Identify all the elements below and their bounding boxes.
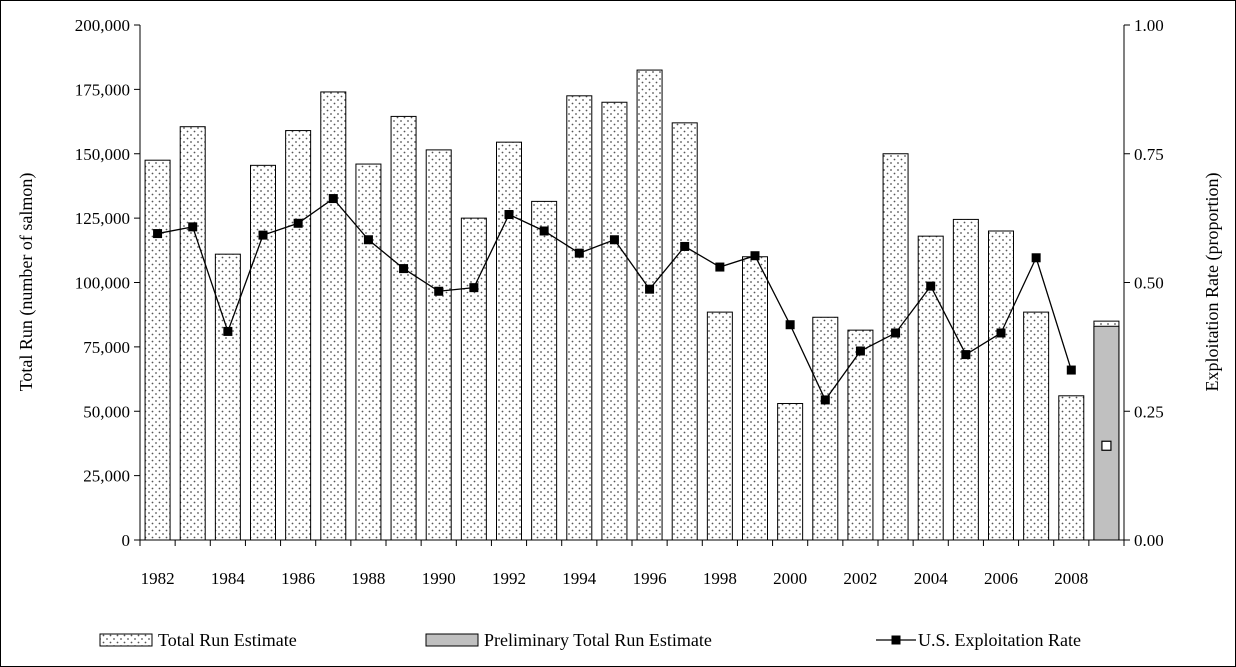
bar-total-run-1993 <box>531 200 558 541</box>
y-tick-label-0: 0 <box>122 531 131 550</box>
bar-total-run-1982 <box>144 159 171 541</box>
exploitation-point-1984 <box>223 326 233 336</box>
exploitation-point-preliminary-2009 <box>1101 440 1112 451</box>
exploitation-point-1998 <box>715 262 725 272</box>
bar-total-run-2007 <box>1023 311 1050 541</box>
bars-layer <box>144 69 1120 541</box>
exploitation-point-2002 <box>855 346 865 356</box>
y-tick-label-1: 25,000 <box>83 467 130 486</box>
bar-total-run-2002 <box>847 329 874 541</box>
exploitation-point-1990 <box>434 286 444 296</box>
exploitation-point-2004 <box>926 281 936 291</box>
exploitation-point-1983 <box>188 222 198 232</box>
y-tick-label-2: 50,000 <box>83 402 130 421</box>
x-tick-label-1996: 1996 <box>633 569 667 588</box>
x-tick-label-1998: 1998 <box>703 569 737 588</box>
ticks-layer: 0 25,000 50,000 75,000 100,000 125,000 150,000… <box>75 16 1164 588</box>
bar-total-run-1996 <box>636 69 663 541</box>
legend-label-total-run: Total Run Estimate <box>158 630 297 650</box>
x-tick-label-1992: 1992 <box>492 569 526 588</box>
y-tick-label-8: 200,000 <box>75 16 130 35</box>
y-tick-label-7: 175,000 <box>75 80 130 99</box>
y-axis-title: Total Run (number of salmon) <box>16 173 37 392</box>
bar-total-run-1983 <box>179 126 206 541</box>
x-tick-label-2004: 2004 <box>914 569 949 588</box>
bar-total-run-1990 <box>425 149 452 541</box>
bar-total-run-2003 <box>882 153 909 541</box>
bar-total-run-1985 <box>250 164 276 541</box>
exploitation-point-1999 <box>750 251 760 261</box>
exploitation-point-1985 <box>258 230 268 240</box>
bar-total-run-1999 <box>742 256 768 541</box>
bar-total-run-1991 <box>460 217 487 541</box>
legend: Total Run Estimate Preliminary Total Run… <box>99 630 1081 650</box>
bar-total-run-1989 <box>390 115 417 541</box>
x-tick-label-1982: 1982 <box>141 569 175 588</box>
exploitation-point-1992 <box>504 210 514 220</box>
x-tick-label-1986: 1986 <box>281 569 315 588</box>
x-tick-label-2000: 2000 <box>773 569 807 588</box>
legend-swatch-marker <box>891 635 901 645</box>
exploitation-point-1997 <box>680 241 690 251</box>
legend-label-exploitation-rate: U.S. Exploitation Rate <box>918 630 1081 650</box>
exploitation-point-1987 <box>328 194 338 204</box>
exploitation-point-1995 <box>609 235 619 245</box>
exploitation-point-1996 <box>645 284 655 294</box>
exploitation-point-1989 <box>399 264 409 274</box>
bar-total-run-1994 <box>566 95 593 541</box>
x-tick-label-2008: 2008 <box>1054 569 1088 588</box>
y-tick-label-3: 75,000 <box>83 338 130 357</box>
legend-label-preliminary: Preliminary Total Run Estimate <box>484 630 712 650</box>
x-tick-label-1988: 1988 <box>351 569 385 588</box>
bar-total-run-1987 <box>320 91 347 541</box>
bar-total-run-2008 <box>1058 395 1085 541</box>
exploitation-point-2007 <box>1031 253 1041 263</box>
legend-item-preliminary: Preliminary Total Run Estimate <box>425 630 712 650</box>
y2-tick-label-4: 1.00 <box>1134 16 1164 35</box>
x-tick-label-2006: 2006 <box>984 569 1018 588</box>
bar-total-run-1998 <box>706 311 733 541</box>
exploitation-point-2006 <box>996 328 1006 338</box>
bar-total-run-1995 <box>601 101 628 541</box>
line-layer <box>153 194 1112 451</box>
bar-total-run-1988 <box>355 163 382 541</box>
y-tick-label-5: 125,000 <box>75 209 130 228</box>
y-tick-label-4: 100,000 <box>75 274 130 293</box>
bar-total-run-1984 <box>214 253 241 541</box>
exploitation-point-1993 <box>539 226 549 236</box>
legend-swatch-total-run <box>99 633 153 647</box>
exploitation-point-2003 <box>891 328 901 338</box>
y2-axis-title: Exploitation Rate (proportion) <box>1202 173 1223 392</box>
exploitation-point-2001 <box>820 395 830 405</box>
exploitation-point-1991 <box>469 283 479 293</box>
bar-preliminary-run-2009 <box>1093 325 1120 541</box>
exploitation-point-1986 <box>293 218 303 228</box>
bar-total-run-2006 <box>988 230 1014 541</box>
bar-total-run-1997 <box>671 122 698 541</box>
bar-total-run-2005 <box>952 218 979 541</box>
bar-total-run-1992 <box>496 141 522 541</box>
legend-swatch-preliminary <box>425 633 479 647</box>
x-tick-label-1984: 1984 <box>211 569 246 588</box>
bar-total-run-2000 <box>777 403 804 541</box>
exploitation-point-1988 <box>363 235 373 245</box>
exploitation-point-2000 <box>785 320 795 330</box>
x-tick-label-1994: 1994 <box>562 569 597 588</box>
legend-item-total-run: Total Run Estimate <box>99 630 297 650</box>
x-tick-label-1990: 1990 <box>422 569 456 588</box>
bar-total-run-1986 <box>285 130 312 541</box>
y2-tick-label-2: 0.50 <box>1134 274 1164 293</box>
bar-total-run-2001 <box>812 316 839 541</box>
x-tick-label-2002: 2002 <box>843 569 877 588</box>
y2-tick-label-3: 0.75 <box>1134 145 1164 164</box>
exploitation-point-1982 <box>153 229 163 239</box>
y2-tick-label-1: 0.25 <box>1134 402 1164 421</box>
exploitation-point-1994 <box>574 248 584 258</box>
exploitation-point-2005 <box>961 350 971 360</box>
y2-tick-label-0: 0.00 <box>1134 531 1164 550</box>
legend-item-exploitation-rate: U.S. Exploitation Rate <box>876 630 1081 650</box>
exploitation-point-2008 <box>1066 365 1076 375</box>
y-tick-label-6: 150,000 <box>75 145 130 164</box>
